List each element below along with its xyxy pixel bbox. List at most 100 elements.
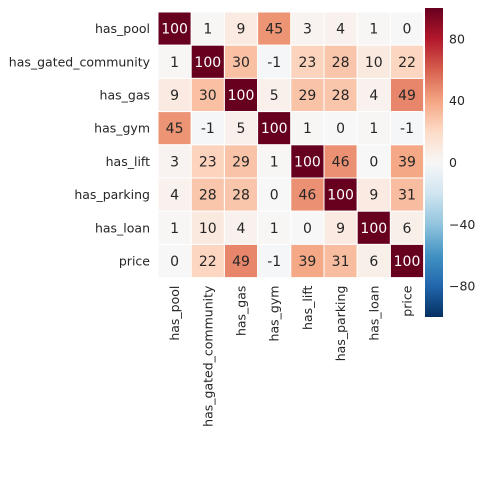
- cell-value-label: 1: [270, 154, 279, 170]
- cell-value-label: 0: [303, 221, 312, 237]
- cell-value-label: 31: [332, 254, 350, 270]
- heatmap-cell-has_gas-has_gym: [257, 77, 292, 113]
- x-tick-label: price: [400, 285, 415, 316]
- cell-value-label: 100: [360, 221, 387, 237]
- cell-value-label: 3: [303, 22, 312, 38]
- heatmap-cell-has_pool-has_gated_community: [190, 11, 225, 46]
- colorbar-tick-label: 0: [449, 155, 457, 170]
- cell-value-label: 100: [194, 55, 221, 71]
- cell-value-label: 1: [270, 221, 279, 237]
- heatmap-cell-price-has_lift: [290, 243, 325, 279]
- x-tick-label: has_pool: [167, 286, 182, 341]
- cell-value-label: 28: [199, 188, 217, 204]
- cell-value-label: 1: [170, 221, 179, 237]
- y-tick-labels: has_pool has_gated_community has_gas has_gy…: [9, 21, 151, 268]
- y-tick-label: has_lift: [106, 154, 150, 169]
- colorbar-gradient: [425, 8, 443, 317]
- cell-value-label: 4: [336, 22, 345, 38]
- cell-value-label: 3: [170, 154, 179, 170]
- heatmap-cell-has_gas-has_loan: [356, 77, 391, 113]
- colorbar-tick-label: −40: [449, 217, 475, 232]
- cell-value-label: -1: [267, 55, 281, 71]
- cell-value-label: 39: [398, 154, 416, 170]
- cell-value-label: 4: [170, 188, 179, 204]
- heatmap-cell-has_gas-has_gas: [223, 77, 259, 113]
- heatmap-cell-has_gym-has_gas: [223, 111, 259, 146]
- heatmap-cell-has_loan-has_loan: [356, 210, 391, 245]
- heatmap-cell-price-has_gas: [223, 243, 259, 279]
- cell-value-label: 10: [199, 221, 217, 237]
- heatmap-cell-has_parking-has_parking: [323, 177, 358, 212]
- cell-value-label: 100: [161, 22, 188, 38]
- heatmap-cell-has_loan-has_gated_community: [190, 210, 225, 245]
- cell-value-label: 1: [203, 22, 212, 38]
- heatmap-cell-has_gym-has_loan: [356, 111, 391, 146]
- heatmap-cell-has_pool-has_parking: [323, 11, 358, 46]
- heatmap-cell-has_gas-has_lift: [290, 77, 325, 113]
- heatmap-cell-has_parking-has_gated_community: [190, 177, 225, 212]
- cell-value-label: 22: [199, 254, 217, 270]
- heatmap-cell-has_gas-price: [389, 77, 425, 113]
- heatmap-cell-has_lift-has_gym: [257, 144, 292, 179]
- cell-value-label: 46: [332, 154, 350, 170]
- heatmap-cell-has_gym-has_lift: [290, 111, 325, 146]
- heatmap-cell-has_gated_community-price: [389, 44, 425, 79]
- cell-value-label: 100: [261, 121, 288, 137]
- x-tick-label: has_parking: [333, 286, 348, 362]
- cell-value-label: 0: [403, 22, 412, 38]
- colorbar-tick-label: 80: [449, 31, 465, 46]
- cell-value-label: 9: [237, 22, 246, 38]
- y-tick-label: has_pool: [95, 21, 150, 36]
- cell-value-label: 49: [232, 254, 250, 270]
- x-tick-label: has_loan: [366, 286, 381, 341]
- cell-value-label: 9: [336, 221, 345, 237]
- cell-value-label: 45: [166, 121, 184, 137]
- heatmap-cell-has_loan-has_parking: [323, 210, 358, 245]
- cell-value-label: 46: [298, 188, 316, 204]
- y-tick-label: has_parking: [74, 187, 150, 202]
- cell-value-label: 29: [298, 88, 316, 104]
- cell-value-label: 45: [265, 22, 283, 38]
- cell-value-label: 4: [369, 88, 378, 104]
- heatmap-cell-has_loan-has_pool: [157, 210, 192, 245]
- heatmap-cell-has_gas-has_pool: [157, 77, 192, 113]
- cell-value-label: 1: [369, 22, 378, 38]
- heatmap-cell-has_parking-has_loan: [356, 177, 391, 212]
- cell-value-label: 39: [298, 254, 316, 270]
- cell-value-label: 31: [398, 188, 416, 204]
- cell-value-label: 30: [232, 55, 250, 71]
- heatmap-cell-has_pool-has_pool: [157, 11, 192, 46]
- y-tick-label: has_gas: [100, 88, 150, 103]
- x-tick-label: has_gated_community: [200, 285, 215, 427]
- cell-value-label: 5: [237, 121, 246, 137]
- heatmap-cell-has_parking-price: [389, 177, 425, 212]
- heatmap-cell-price-has_pool: [157, 243, 192, 279]
- cell-value-label: 5: [270, 88, 279, 104]
- cell-value-label: 1: [303, 121, 312, 137]
- cell-value-label: 100: [294, 154, 321, 170]
- y-tick-label: price: [119, 254, 150, 269]
- cell-value-label: 28: [332, 88, 350, 104]
- x-tick-label: has_gas: [234, 286, 249, 336]
- heatmap-cell-has_parking-has_lift: [290, 177, 325, 212]
- cell-value-label: 0: [369, 154, 378, 170]
- cell-value-label: 9: [369, 188, 378, 204]
- heatmap-cell-has_loan-has_lift: [290, 210, 325, 245]
- y-tick-label: has_loan: [95, 220, 150, 235]
- heatmap-cell-has_loan-price: [389, 210, 425, 245]
- heatmap-cell-price-has_parking: [323, 243, 358, 279]
- cell-value-label: 49: [398, 88, 416, 104]
- cell-value-label: 6: [369, 254, 378, 270]
- heatmap-cell-labels: 100 1 9 45 3 4 1 01 100 30 -1 23 28 10 229 30 100 5 29 28 4 4…: [161, 22, 420, 270]
- x-tick-label: has_lift: [300, 286, 315, 330]
- cell-value-label: 9: [170, 88, 179, 104]
- cell-value-label: -1: [267, 254, 281, 270]
- cell-value-label: 29: [232, 154, 250, 170]
- cell-value-label: 28: [332, 55, 350, 71]
- cell-value-label: 1: [170, 55, 179, 71]
- colorbar-tick-label: 40: [449, 93, 465, 108]
- heatmap-cell-has_gated_community-has_gated_community: [190, 44, 225, 79]
- cell-value-label: 23: [199, 154, 217, 170]
- cell-value-label: 4: [237, 221, 246, 237]
